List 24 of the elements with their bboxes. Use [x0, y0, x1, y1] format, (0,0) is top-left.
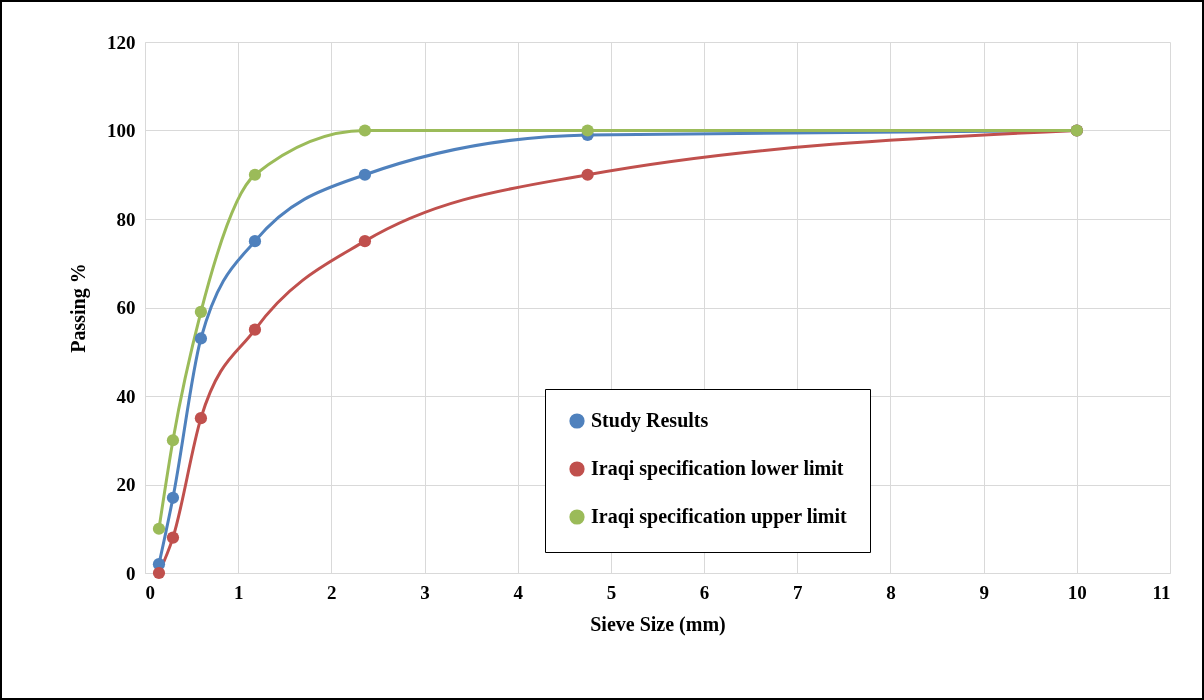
- x-axis-title: Sieve Size (mm): [590, 612, 726, 636]
- x-tick-label: 9: [979, 581, 989, 603]
- y-tick-label: 0: [126, 562, 136, 584]
- legend-label: Iraqi specification lower limit: [591, 457, 844, 480]
- y-tick-label: 20: [116, 474, 136, 495]
- x-tick-label: 2: [327, 581, 337, 603]
- x-tick-label: 11: [1152, 581, 1171, 603]
- x-tick-label: 8: [886, 581, 896, 603]
- legend-label: Study Results: [591, 409, 709, 432]
- legend-label: Iraqi specification upper limit: [591, 505, 848, 528]
- y-tick-label: 100: [107, 120, 136, 141]
- x-tick-label: 4: [513, 581, 524, 603]
- x-tick-label: 10: [1067, 581, 1087, 603]
- y-tick-label: 40: [116, 385, 136, 407]
- x-tick-label: 6: [699, 581, 710, 603]
- x-tick-label: 0: [145, 581, 155, 603]
- y-tick-label: 60: [116, 297, 136, 318]
- x-tick-label: 1: [233, 581, 244, 603]
- x-tick-label: 5: [606, 581, 617, 603]
- x-tick-label: 7: [793, 581, 804, 603]
- y-tick-label: 80: [116, 208, 136, 230]
- x-tick-label: 3: [420, 581, 430, 603]
- y-tick-label: 120: [107, 31, 136, 53]
- y-axis-title: Passing %: [67, 263, 90, 353]
